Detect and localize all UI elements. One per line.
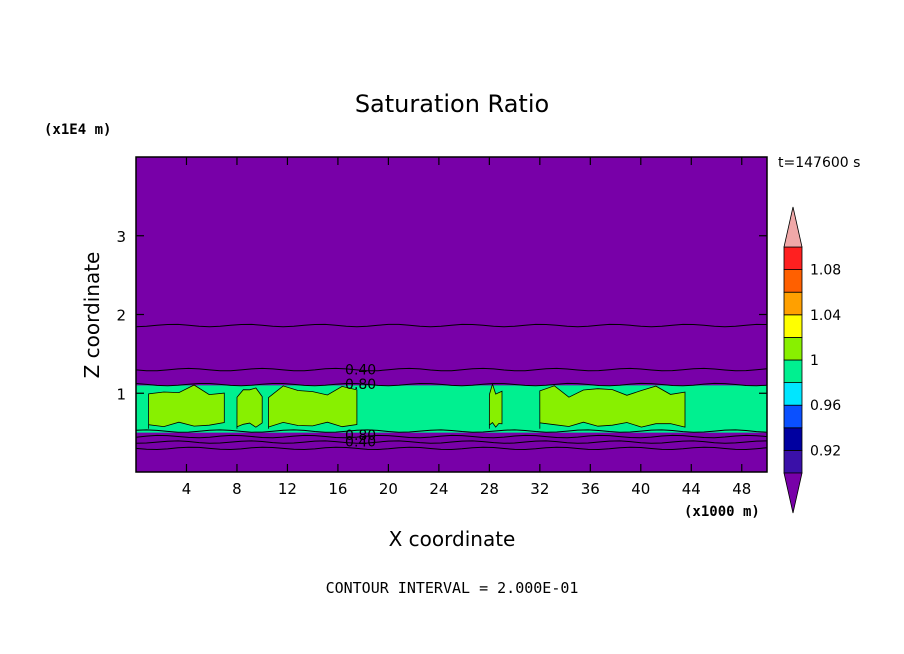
- colorbar-label: 0.96: [810, 398, 841, 414]
- colorbar-bin: [783, 246, 803, 271]
- contour-interval-footer: CONTOUR INTERVAL = 2.000E-01: [326, 579, 579, 597]
- supersaturated-patch: [488, 382, 503, 429]
- time-label: t=147600 s: [778, 155, 860, 171]
- x-unit-label: (x1000 m): [684, 504, 760, 520]
- x-axis-label: X coordinate: [389, 527, 516, 551]
- colorbar: 0.92 0.96 1 1.04 1.08: [783, 206, 841, 514]
- contour-line: [135, 434, 768, 439]
- colorbar-label: 0.92: [810, 443, 841, 459]
- x-tick-label: 4: [182, 480, 192, 498]
- contour-line: [135, 429, 768, 433]
- contour-line: [135, 367, 768, 372]
- colorbar-bin: [783, 404, 803, 429]
- colorbar-bin: [783, 427, 803, 451]
- x-tick-label: 44: [682, 480, 701, 498]
- contour-label: 0.40: [345, 363, 376, 379]
- contour-label: 0.80: [345, 377, 376, 393]
- contour-label: 0.40: [345, 434, 376, 450]
- colorbar-bin: [783, 314, 803, 338]
- colorbar-label: 1: [810, 353, 819, 369]
- supersaturated-patch: [148, 384, 225, 429]
- supersaturated-patch: [236, 387, 263, 429]
- x-tick-label: 8: [232, 480, 242, 498]
- contour-line: [135, 440, 768, 444]
- y-axis-label: Z coordinate: [80, 252, 104, 379]
- colorbar-over-arrow: [783, 206, 803, 248]
- x-tick-label: 12: [278, 480, 297, 498]
- y-axis-ticks: 1 2 3: [116, 228, 767, 403]
- colorbar-bin: [783, 449, 803, 474]
- contour-line: [135, 323, 768, 328]
- x-tick-label: 20: [379, 480, 398, 498]
- y-tick-label: 2: [116, 307, 126, 325]
- colorbar-bin: [783, 269, 803, 293]
- y-tick-label: 3: [116, 228, 126, 246]
- colorbar-bin: [783, 336, 803, 361]
- x-tick-label: 40: [631, 480, 650, 498]
- y-unit-label: (x1E4 m): [44, 122, 111, 138]
- contour-line: [135, 446, 768, 451]
- chart-title: Saturation Ratio: [355, 90, 549, 118]
- x-tick-label: 48: [732, 480, 751, 498]
- colorbar-bin: [783, 359, 803, 384]
- supersaturated-patch: [268, 385, 358, 429]
- colorbar-label: 1.08: [810, 263, 841, 279]
- supersaturated-patch: [539, 385, 686, 429]
- colorbar-label: 1.04: [810, 308, 841, 324]
- plot-area: 0.400.800.800.40: [135, 156, 768, 473]
- colorbar-bin: [783, 382, 803, 406]
- x-tick-label: 16: [328, 480, 347, 498]
- x-axis-ticks: 4 8 12 16 20 24 28 32 36 40 44 48: [182, 157, 751, 498]
- x-tick-label: 24: [429, 480, 448, 498]
- x-tick-label: 36: [581, 480, 600, 498]
- x-tick-label: 28: [480, 480, 499, 498]
- contour-line: [135, 382, 768, 387]
- y-tick-label: 1: [116, 385, 126, 403]
- colorbar-under-arrow: [783, 472, 803, 514]
- x-tick-label: 32: [530, 480, 549, 498]
- contour-label: 0.80: [345, 428, 376, 444]
- colorbar-bin: [783, 291, 803, 316]
